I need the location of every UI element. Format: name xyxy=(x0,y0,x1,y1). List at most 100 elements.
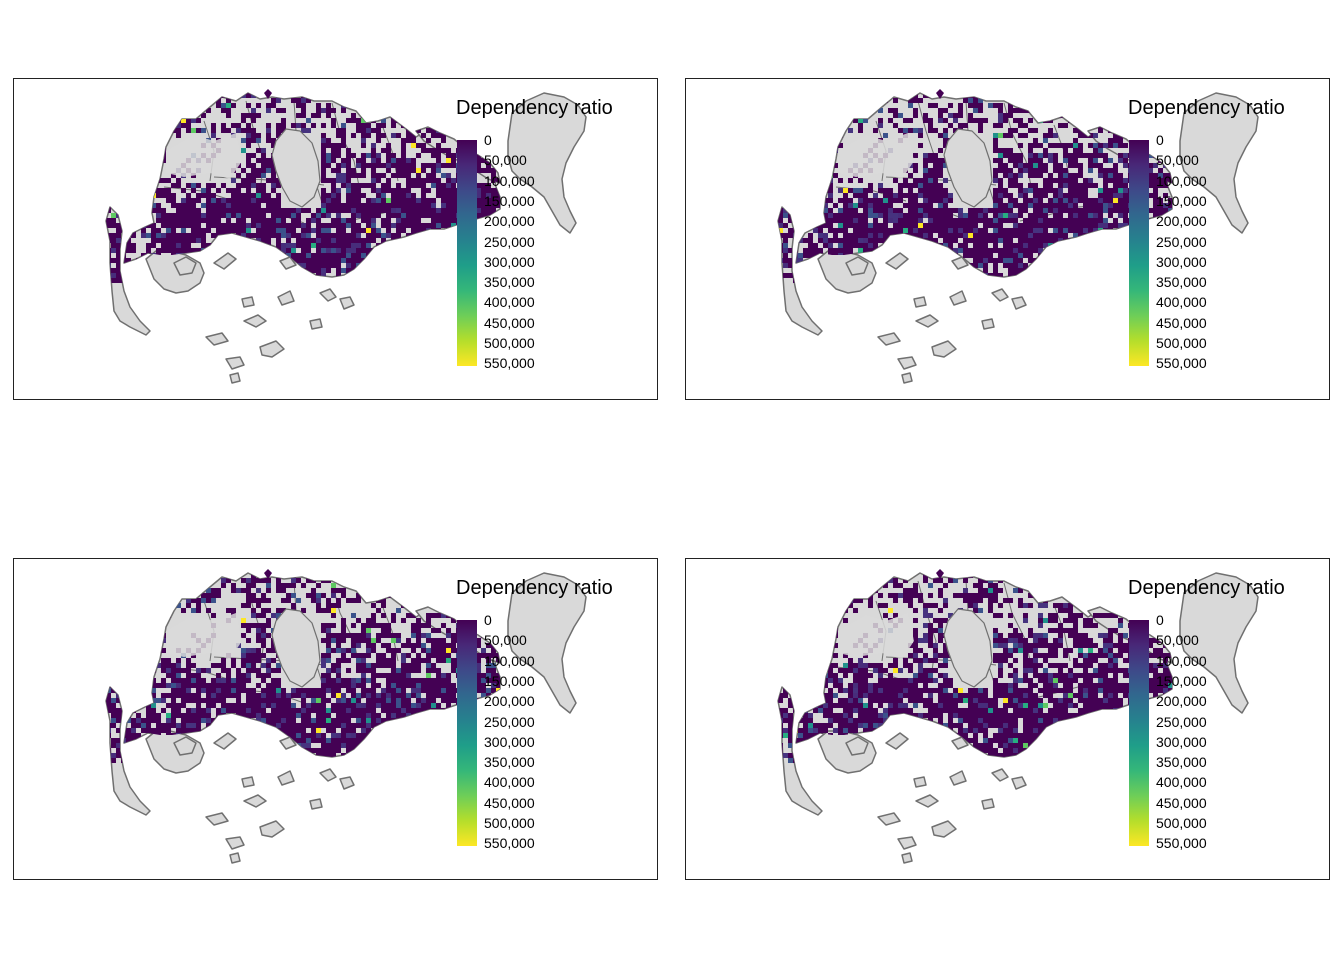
hex-cell xyxy=(121,198,126,203)
hex-cell xyxy=(266,253,271,258)
hex-cell xyxy=(141,678,146,683)
hex-cell xyxy=(356,228,361,233)
hex-cell xyxy=(496,683,500,688)
hex-cell xyxy=(431,253,436,258)
hex-cell xyxy=(1103,273,1108,278)
hex-cell xyxy=(381,263,386,268)
hex-cell xyxy=(396,228,401,233)
hex-cell xyxy=(1073,183,1078,188)
hex-cell xyxy=(441,248,446,253)
hex-cell xyxy=(476,658,481,663)
hex-cell xyxy=(1108,108,1113,113)
hex-cell xyxy=(316,238,321,243)
hex-cell xyxy=(1048,183,1053,188)
hex-cell xyxy=(321,663,326,668)
hex-cell xyxy=(156,138,161,143)
small-island-shape xyxy=(259,340,285,358)
hex-cell xyxy=(451,208,456,213)
hex-cell xyxy=(1113,98,1118,103)
hex-cell xyxy=(341,633,346,638)
hex-cell xyxy=(171,248,176,253)
hex-cell xyxy=(306,93,311,98)
hex-cell xyxy=(958,243,963,248)
hex-cell xyxy=(421,118,426,123)
hex-cell xyxy=(276,578,281,583)
hex-cell xyxy=(436,598,441,603)
hex-cell xyxy=(311,93,316,98)
hex-cell xyxy=(828,183,833,188)
hex-cell xyxy=(431,593,436,598)
hex-cell xyxy=(146,123,151,128)
hex-cell xyxy=(1103,223,1108,228)
hex-cell xyxy=(968,213,973,218)
hex-cell xyxy=(1098,148,1103,153)
hex-cell xyxy=(286,208,291,213)
hex-cell xyxy=(798,268,803,273)
hex-cell xyxy=(828,213,833,218)
hex-cell xyxy=(1103,258,1108,263)
hex-cell xyxy=(1033,268,1038,273)
hex-cell xyxy=(978,218,983,223)
hex-cell xyxy=(216,673,221,678)
hex-cell xyxy=(251,278,256,283)
hex-cell xyxy=(778,153,783,158)
hex-cell xyxy=(888,243,893,248)
hex-cell xyxy=(943,273,948,278)
hex-cell xyxy=(1058,168,1063,173)
hex-cell xyxy=(928,273,933,278)
hex-cell xyxy=(251,648,256,653)
hex-cell xyxy=(231,678,236,683)
hex-cell xyxy=(181,248,186,253)
hex-cell xyxy=(918,268,923,273)
hex-cell xyxy=(211,208,216,213)
hex-cell xyxy=(1063,228,1068,233)
hex-cell xyxy=(176,583,181,588)
hex-cell xyxy=(161,668,166,673)
hex-cell xyxy=(878,183,883,188)
hex-cell xyxy=(1023,208,1028,213)
hex-cell xyxy=(883,198,888,203)
hex-cell xyxy=(833,238,838,243)
hex-cell xyxy=(436,613,441,618)
hex-cell xyxy=(406,678,411,683)
hex-cell xyxy=(291,603,296,608)
hex-cell xyxy=(1018,213,1023,218)
hex-cell xyxy=(131,223,136,228)
hex-cell xyxy=(858,203,863,208)
hex-cell xyxy=(401,658,406,663)
hex-cell xyxy=(391,663,396,668)
hex-cell xyxy=(411,248,416,253)
hex-cell xyxy=(136,263,141,268)
hex-cell xyxy=(1148,153,1153,158)
hex-cell xyxy=(326,258,331,263)
hex-cell xyxy=(1038,243,1043,248)
hex-cell xyxy=(878,228,883,233)
hex-cell xyxy=(151,208,156,213)
hex-cell xyxy=(236,248,241,253)
hex-cell xyxy=(161,243,166,248)
hex-cell xyxy=(993,238,998,243)
hex-cell xyxy=(216,253,221,258)
hex-cell xyxy=(893,213,898,218)
hex-cell xyxy=(401,268,406,273)
hex-cell xyxy=(346,668,351,673)
hex-cell xyxy=(136,198,141,203)
hex-cell xyxy=(1078,173,1083,178)
hex-cell xyxy=(1103,168,1108,173)
hex-cell xyxy=(1103,103,1108,108)
singapore-map xyxy=(777,89,1259,384)
hex-cell xyxy=(948,103,953,108)
hex-cell xyxy=(336,188,341,193)
hex-cell xyxy=(381,208,386,213)
hex-cell xyxy=(451,218,456,223)
hex-cell xyxy=(346,203,351,208)
hex-cell xyxy=(166,658,171,663)
hex-cell xyxy=(1113,263,1118,268)
hex-cell xyxy=(993,198,998,203)
hex-cell xyxy=(983,263,988,268)
hex-cell xyxy=(893,113,898,118)
hex-cell xyxy=(126,603,131,608)
hex-cell xyxy=(1098,213,1103,218)
hex-cell xyxy=(918,128,923,133)
hex-cell xyxy=(808,133,813,138)
